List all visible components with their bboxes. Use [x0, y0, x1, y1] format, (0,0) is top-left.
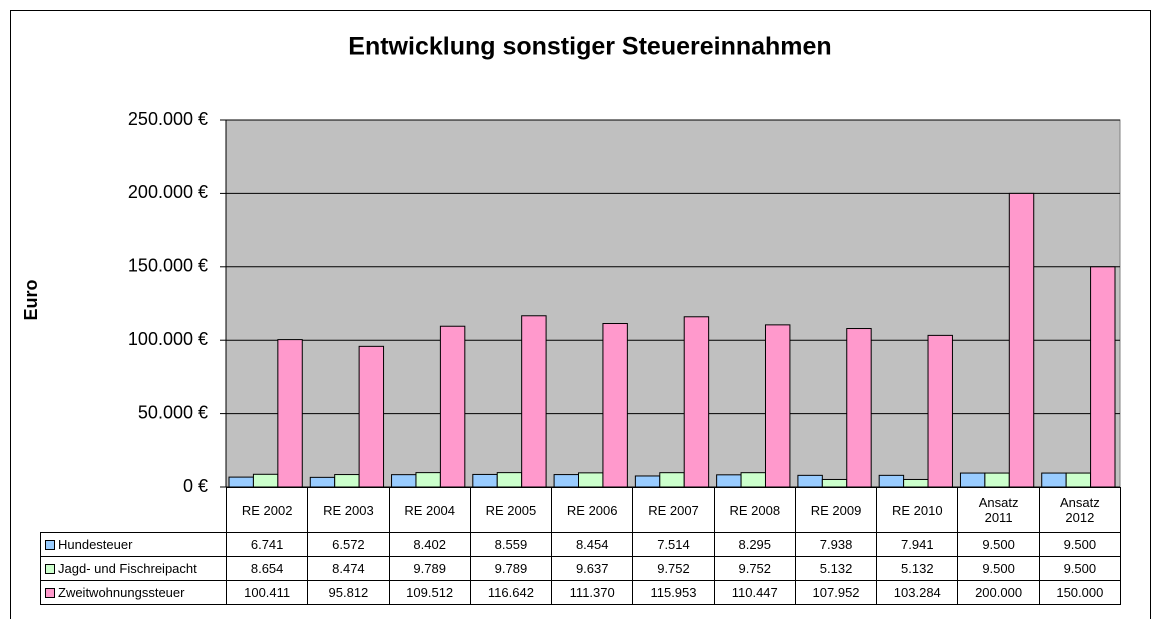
table-value: 9.500 [957, 556, 1040, 581]
bar [391, 474, 417, 488]
y-tick-label: 50.000 € [138, 402, 208, 422]
table-value: 5.132 [876, 556, 959, 581]
bar [984, 472, 1010, 488]
bar [878, 474, 905, 488]
legend-entry: Zweitwohnungssteuer [40, 580, 227, 605]
bar [496, 472, 523, 488]
x-tick-label: RE 2007 [632, 487, 715, 533]
table-value: 9.789 [388, 556, 471, 581]
bar [472, 473, 498, 488]
bar [821, 478, 848, 488]
table-value: 8.295 [713, 532, 796, 557]
x-tick-label: RE 2008 [713, 487, 796, 533]
table-value: 8.654 [226, 556, 309, 581]
legend-key [45, 563, 55, 574]
bar [716, 474, 742, 488]
table-value: 107.952 [794, 580, 878, 605]
table-value: 150.000 [1038, 580, 1121, 605]
y-tick-label: 200.000 € [128, 182, 208, 202]
x-tick-label: RE 2003 [307, 487, 390, 533]
bar [228, 476, 254, 488]
chart-title: Entwicklung sonstiger Steuereinnahmen [348, 33, 831, 61]
bar [602, 323, 628, 488]
x-tick-label: RE 2006 [551, 487, 634, 533]
table-value: 115.953 [632, 580, 715, 605]
bar [415, 472, 441, 488]
bar [903, 478, 929, 488]
table-value: 6.572 [307, 532, 390, 557]
table-value: 109.512 [388, 580, 471, 605]
table-value: 7.514 [632, 532, 715, 557]
table-value: 7.938 [794, 532, 878, 557]
table-value: 111.370 [551, 580, 634, 605]
bar [1008, 192, 1035, 488]
table-value: 95.812 [307, 580, 390, 605]
bar [252, 473, 279, 488]
table-value: 8.559 [469, 532, 553, 557]
bar [334, 474, 360, 488]
x-tick-label: Ansatz 2012 [1038, 487, 1121, 533]
bar [1090, 266, 1116, 488]
bar [634, 475, 661, 488]
bar [1041, 472, 1067, 488]
bar [578, 472, 604, 488]
bar [927, 334, 953, 488]
x-tick-label: RE 2005 [469, 487, 553, 533]
table-value: 5.132 [794, 556, 878, 581]
legend-label: Jagd- und Fischreipacht [58, 561, 197, 576]
bar [959, 472, 986, 488]
table-value: 200.000 [957, 580, 1040, 605]
table-value: 9.500 [957, 532, 1040, 557]
table-value: 8.454 [551, 532, 634, 557]
y-tick-label: 100.000 € [128, 329, 208, 349]
x-tick-label: RE 2002 [226, 487, 309, 533]
table-value: 110.447 [713, 580, 796, 605]
legend-key [45, 587, 55, 598]
y-axis-label: Euro [21, 279, 41, 320]
bar [683, 316, 710, 488]
table-value: 9.752 [632, 556, 715, 581]
bar [358, 345, 385, 488]
bar [439, 325, 466, 488]
table-value: 9.637 [551, 556, 634, 581]
y-tick-label: 250.000 € [128, 109, 208, 129]
table-value: 9.752 [713, 556, 796, 581]
table-value: 9.500 [1038, 532, 1121, 557]
x-tick-label: RE 2004 [388, 487, 471, 533]
legend-label: Hundesteuer [58, 537, 133, 552]
legend-label: Zweitwohnungssteuer [58, 585, 185, 600]
table-value: 6.741 [226, 532, 309, 557]
table-value: 8.402 [388, 532, 471, 557]
bar [521, 315, 547, 488]
table-value: 103.284 [876, 580, 959, 605]
bar [277, 339, 303, 488]
y-tick-label: 150.000 € [128, 256, 208, 276]
bar [659, 472, 685, 488]
table-value: 100.411 [226, 580, 309, 605]
table-value: 8.474 [307, 556, 390, 581]
table-value: 116.642 [469, 580, 553, 605]
x-tick-label: Ansatz 2011 [957, 487, 1040, 533]
bar [1065, 472, 1092, 488]
x-tick-label: RE 2010 [876, 487, 959, 533]
legend-key [45, 539, 55, 550]
bar [797, 474, 823, 488]
bar [309, 476, 336, 488]
bar [846, 328, 872, 488]
bar [553, 474, 580, 488]
table-value: 7.941 [876, 532, 959, 557]
x-tick-label: RE 2009 [794, 487, 878, 533]
bar [764, 324, 791, 488]
bar [740, 472, 766, 488]
legend-entry: Jagd- und Fischreipacht [40, 556, 227, 581]
table-value: 9.789 [469, 556, 553, 581]
y-tick-label: 0 € [183, 476, 208, 496]
legend-entry: Hundesteuer [40, 532, 227, 557]
table-value: 9.500 [1038, 556, 1121, 581]
